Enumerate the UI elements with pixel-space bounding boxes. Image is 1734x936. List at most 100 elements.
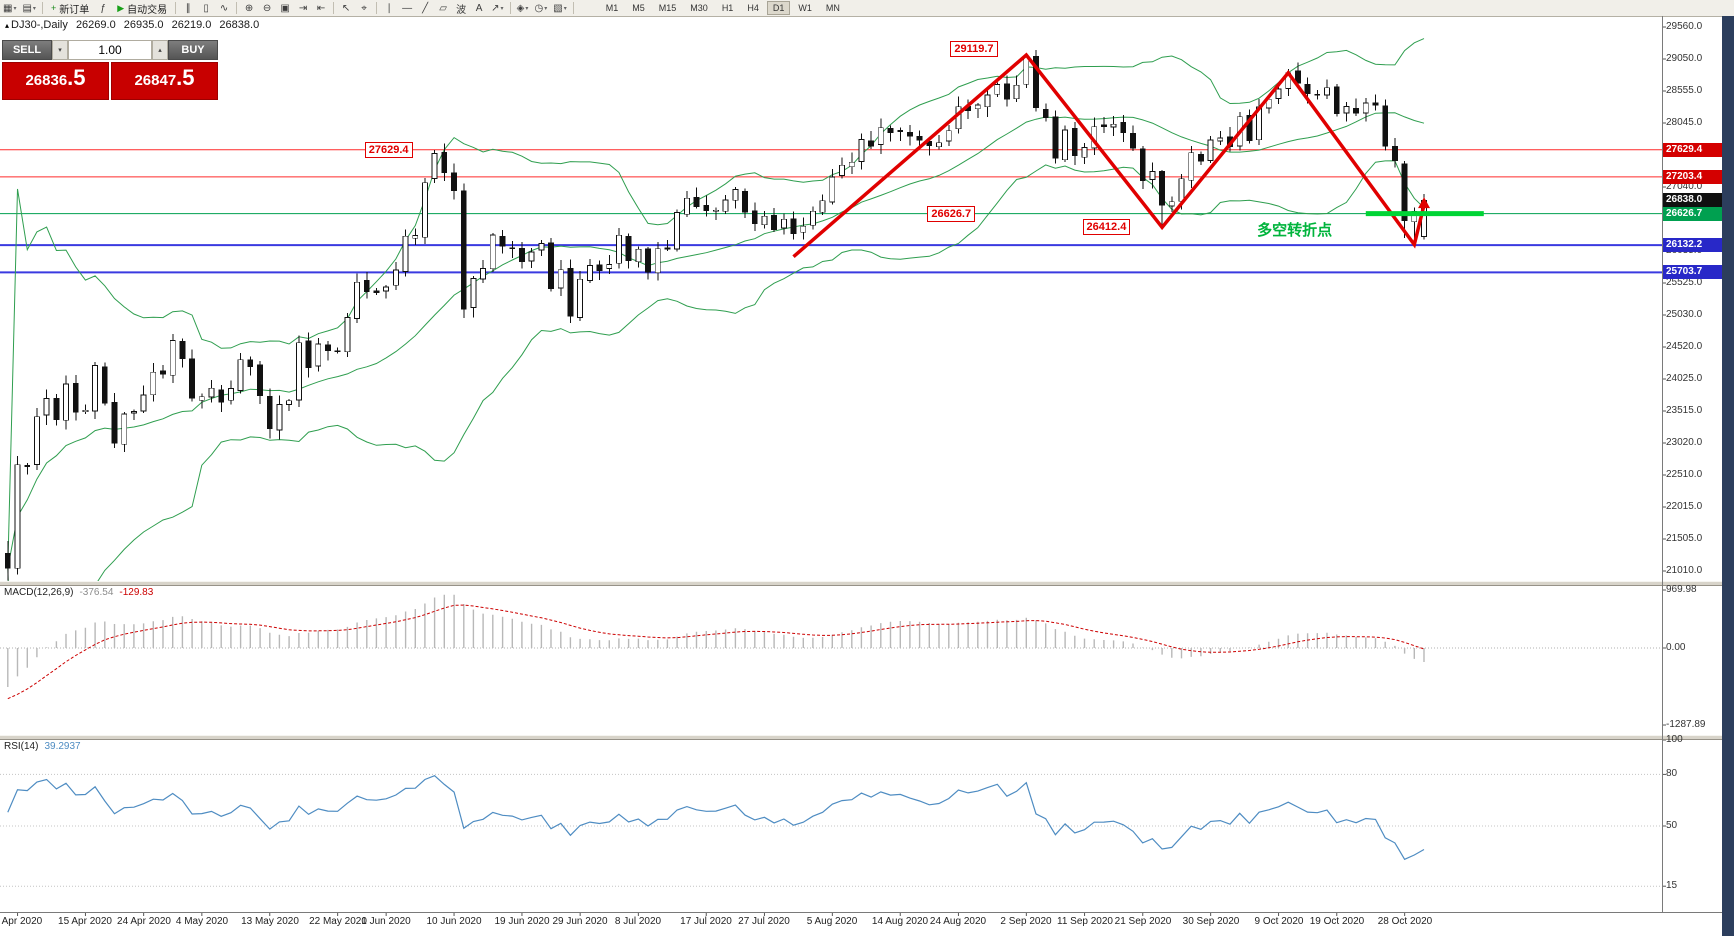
y-axis-label: 23515.0 bbox=[1666, 405, 1703, 416]
period-icon[interactable]: ◷ ▾ bbox=[533, 1, 550, 15]
timeframe-m30[interactable]: M30 bbox=[684, 1, 714, 15]
zoom-out-icon[interactable]: ⊖ bbox=[259, 1, 275, 15]
cursor-icon: ↖ bbox=[341, 2, 351, 14]
sell-price-display[interactable]: 26836.5 bbox=[2, 62, 109, 100]
text-tool-icon: A bbox=[475, 2, 483, 14]
bar-chart-icon[interactable]: ∥ bbox=[180, 1, 196, 15]
rsi-axis-label: 15 bbox=[1666, 880, 1678, 892]
x-axis-label: 19 Jun 2020 bbox=[494, 916, 550, 927]
ohlc-open: 26269.0 bbox=[75, 19, 116, 31]
trendline-icon: ╱ bbox=[422, 2, 429, 14]
trendline-icon[interactable]: ╱ bbox=[417, 1, 433, 15]
time-axis[interactable]: 5 Apr 2020 15 Apr 2020 24 Apr 2020 4 May 20… bbox=[0, 913, 1662, 935]
y-axis-label: 22015.0 bbox=[1666, 501, 1703, 512]
new-chart-icon[interactable]: ▦ ▾ bbox=[1, 1, 18, 15]
toolbar-separator bbox=[236, 2, 238, 14]
x-axis-label: 27 Jul 2020 bbox=[738, 916, 790, 927]
indicators-icon[interactable]: ◈ ▾ bbox=[515, 1, 531, 15]
bar-chart-icon: ∥ bbox=[185, 2, 191, 14]
candles-layer bbox=[4, 50, 1427, 581]
timeframe-m5[interactable]: M5 bbox=[626, 1, 651, 15]
price-tag-bid: 26838.0 bbox=[1663, 193, 1722, 208]
channel-icon[interactable]: ▱ bbox=[435, 1, 451, 15]
zoom-in-icon[interactable]: ⊕ bbox=[241, 1, 257, 15]
bounce-up-arrow-icon[interactable] bbox=[1418, 197, 1431, 209]
y-axis-label: 24520.0 bbox=[1666, 341, 1703, 352]
new-chart-icon: ▦ bbox=[3, 2, 13, 14]
volume-input[interactable] bbox=[68, 40, 152, 60]
auto-scroll-icon[interactable]: ⇥ bbox=[295, 1, 311, 15]
vertical-scrollbar[interactable] bbox=[1722, 16, 1734, 936]
x-axis-label: 5 Apr 2020 bbox=[0, 916, 43, 927]
price-axis[interactable]: 29560.029050.028555.028045.027535.027040… bbox=[1663, 16, 1722, 912]
vertical-line-icon: ∣ bbox=[386, 2, 392, 14]
tile-windows-icon: ▣ bbox=[280, 2, 290, 14]
tile-windows-icon[interactable]: ▣ bbox=[277, 1, 293, 15]
arrows-tool-icon[interactable]: ↗ ▾ bbox=[489, 1, 505, 15]
vertical-line-icon[interactable]: ∣ bbox=[381, 1, 397, 15]
macd-label: MACD(12,26,9) bbox=[4, 587, 74, 598]
autotrading-button-label: 自动交易 bbox=[127, 4, 168, 16]
horizontal-line-icon: ― bbox=[402, 2, 413, 14]
buy-price-main: 26847 bbox=[134, 72, 177, 89]
trend-zigzag-line[interactable] bbox=[792, 52, 1426, 259]
x-axis-label: 5 Aug 2020 bbox=[806, 916, 858, 927]
panel-resize-handle-macd[interactable] bbox=[0, 581, 1734, 586]
x-axis-label: 17 Jul 2020 bbox=[680, 916, 732, 927]
crosshair-icon[interactable]: ⌖ bbox=[356, 1, 372, 15]
fibonacci-icon[interactable]: 波 bbox=[453, 1, 469, 16]
horizontal-line-icon[interactable]: ― bbox=[399, 1, 415, 15]
x-axis-label: 15 Apr 2020 bbox=[58, 916, 112, 927]
x-axis-label: 11 Sep 2020 bbox=[1057, 916, 1113, 927]
panel-resize-handle-rsi[interactable] bbox=[0, 735, 1734, 740]
timeframe-h4[interactable]: H4 bbox=[741, 1, 765, 15]
y-axis-label: 22510.0 bbox=[1666, 469, 1703, 480]
indicators-icon: ◈ bbox=[516, 2, 525, 14]
buy-price-pip: .5 bbox=[176, 65, 195, 90]
new-order-button-label: 新订单 bbox=[59, 4, 90, 16]
indicator-list-icon[interactable]: ƒ bbox=[95, 1, 111, 15]
price-tag-26132.2: 26132.2 bbox=[1663, 238, 1722, 253]
symbol-marker-icon: ▴ bbox=[5, 21, 10, 30]
timeframe-m1[interactable]: M1 bbox=[600, 1, 625, 15]
toolbar-separator bbox=[509, 2, 511, 14]
volume-increase-button[interactable]: ▴ bbox=[152, 40, 168, 60]
x-axis-label: 9 Oct 2020 bbox=[1254, 916, 1304, 927]
macd-signal-value: -129.83 bbox=[119, 587, 154, 598]
buy-button[interactable]: BUY bbox=[168, 40, 218, 60]
chevron-down-icon: ▾ bbox=[544, 5, 548, 12]
x-axis-label: 4 May 2020 bbox=[175, 916, 229, 927]
text-tool-icon[interactable]: A bbox=[471, 1, 487, 15]
volume-decrease-button[interactable]: ▾ bbox=[52, 40, 68, 60]
price-tag-25703.7: 25703.7 bbox=[1663, 265, 1722, 280]
candlestick-chart-icon[interactable]: ▯ bbox=[198, 1, 214, 15]
line-chart-icon[interactable]: ∿ bbox=[216, 1, 232, 15]
timeframe-d1[interactable]: D1 bbox=[766, 1, 791, 15]
toolbar-separator bbox=[175, 2, 177, 14]
x-axis-label: 1 Jun 2020 bbox=[361, 916, 411, 927]
timeframe-mn[interactable]: MN bbox=[820, 1, 846, 15]
timeframe-h1[interactable]: H1 bbox=[716, 1, 740, 15]
x-axis-label: 24 Apr 2020 bbox=[117, 916, 171, 927]
new-order-button[interactable]: + 新订单 bbox=[47, 1, 93, 16]
template-icon[interactable]: ▧ ▾ bbox=[551, 1, 568, 15]
timeframe-m15[interactable]: M15 bbox=[653, 1, 683, 15]
sell-price-pip: .5 bbox=[67, 65, 86, 90]
sell-button[interactable]: SELL bbox=[2, 40, 52, 60]
timeframe-w1[interactable]: W1 bbox=[792, 1, 818, 15]
macd-signal-line bbox=[7, 604, 1425, 700]
buy-price-display[interactable]: 26847.5 bbox=[111, 62, 218, 100]
cursor-icon[interactable]: ↖ bbox=[338, 1, 354, 15]
template-icon: ▧ bbox=[553, 2, 563, 14]
macd-layer bbox=[0, 594, 1662, 700]
chart-shift-icon[interactable]: ⇤ bbox=[313, 1, 329, 15]
profiles-icon[interactable]: ▤ ▾ bbox=[20, 1, 37, 15]
y-axis-label: 28555.0 bbox=[1666, 85, 1703, 96]
macd-axis-label: -1287.89 bbox=[1666, 719, 1706, 731]
autotrading-button: ▶ bbox=[117, 2, 125, 13]
profiles-icon: ▤ bbox=[22, 2, 32, 14]
rsi-axis-label: 50 bbox=[1666, 820, 1678, 831]
chevron-down-icon: ▾ bbox=[13, 5, 17, 12]
autotrading-button[interactable]: ▶ 自动交易 bbox=[113, 1, 171, 16]
